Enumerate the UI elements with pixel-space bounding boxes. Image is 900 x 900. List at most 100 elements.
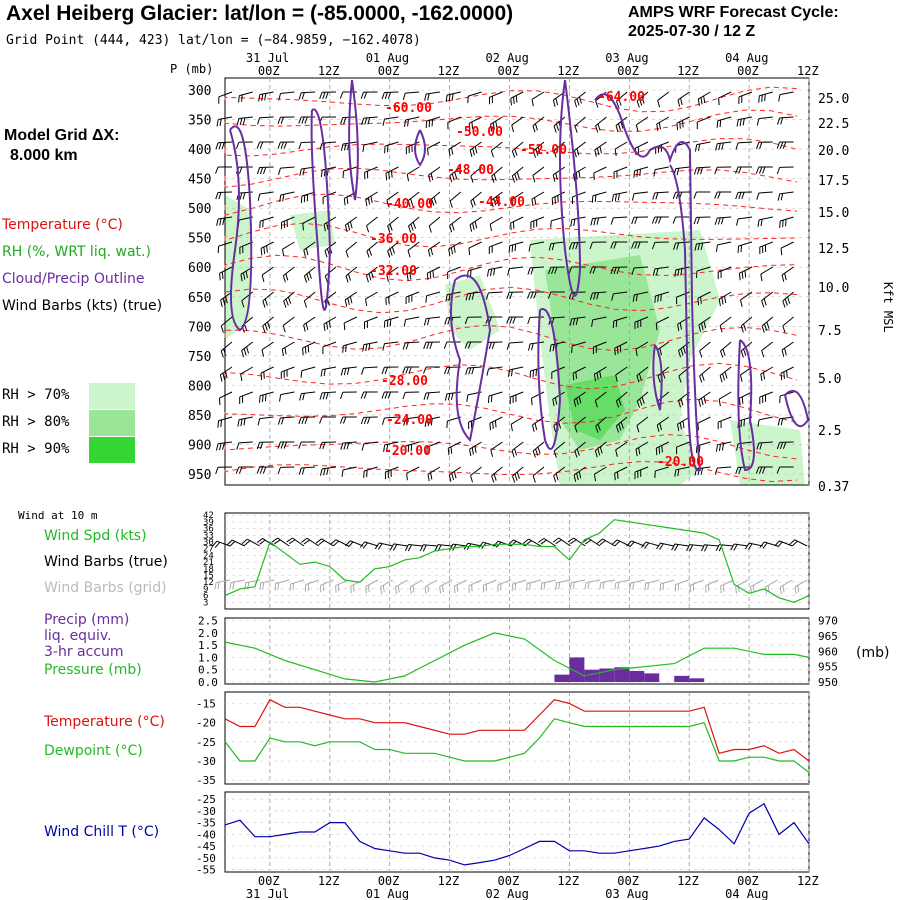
- upper-wind-barb: [571, 316, 586, 320]
- upper-wind-barb: [780, 216, 794, 222]
- upper-wind-barb-feather: [593, 474, 597, 482]
- upper-wind-barb-feather: [243, 418, 246, 426]
- upper-wind-barb-feather: [347, 273, 352, 281]
- pressure-tick: 550: [188, 232, 211, 247]
- upper-wind-barb-feather: [514, 473, 518, 481]
- upper-wind-barb: [342, 441, 357, 444]
- temperature-contour: [224, 398, 798, 424]
- upper-wind-barb: [488, 291, 503, 294]
- kft-tick: 5.0: [818, 372, 841, 387]
- upper-wind-barb-feather: [347, 298, 350, 306]
- upper-wind-barb: [405, 91, 420, 94]
- upper-wind-barb-feather: [786, 370, 788, 378]
- upper-wind-barb-feather: [486, 368, 490, 376]
- wind-barb-true-feather: [611, 539, 618, 545]
- upper-wind-barb-feather: [573, 399, 577, 407]
- upper-wind-barb-feather: [736, 119, 739, 127]
- upper-wind-barb-feather: [718, 98, 720, 106]
- upper-wind-barb-feather: [403, 418, 406, 426]
- wind-barb-true-feather: [345, 540, 351, 547]
- upper-wind-barb: [572, 366, 586, 374]
- upper-wind-barb-feather: [571, 345, 573, 353]
- upper-wind-barb: [363, 441, 378, 445]
- upper-wind-barb: [427, 466, 441, 475]
- upper-wind-barb-feather: [515, 95, 518, 103]
- temperature-contour-label: -50.00: [456, 125, 503, 140]
- upper-wind-barb-feather: [735, 166, 739, 174]
- upper-wind-barb-feather: [468, 248, 471, 256]
- upper-wind-barb-feather: [764, 94, 766, 102]
- date-label: 04 Aug: [725, 51, 768, 65]
- upper-wind-barb: [614, 141, 628, 150]
- upper-wind-barb-feather: [449, 225, 453, 233]
- upper-wind-barb: [531, 391, 545, 399]
- upper-wind-barb: [407, 241, 420, 251]
- upper-wind-barb-feather: [620, 121, 624, 129]
- upper-wind-barb: [761, 316, 774, 327]
- upper-wind-barb-feather: [381, 391, 385, 399]
- wind-barb-grid-feather: [365, 586, 368, 594]
- upper-wind-barb: [427, 266, 441, 274]
- upper-wind-barb-feather: [528, 343, 531, 351]
- wind-barb-grid: [305, 579, 319, 586]
- wind-barb-grid: [571, 579, 586, 584]
- upper-wind-barb: [218, 241, 233, 247]
- upper-wind-barb: [509, 266, 524, 270]
- upper-wind-barb: [615, 441, 628, 451]
- upper-wind-barb-feather: [516, 171, 520, 179]
- upper-wind-barb-feather: [242, 272, 246, 280]
- upper-wind-barb: [280, 166, 295, 169]
- upper-wind-barb: [345, 241, 358, 252]
- upper-wind-barb-feather: [364, 117, 368, 125]
- wind-barb-grid-feather: [380, 586, 383, 594]
- upper-wind-barb-feather: [551, 267, 555, 275]
- upper-wind-barb: [636, 391, 649, 402]
- upper-wind-barb-feather: [679, 121, 681, 129]
- upper-wind-barb: [406, 141, 420, 148]
- wind-barb-true: [689, 544, 704, 547]
- upper-wind-barb-feather: [471, 121, 474, 129]
- upper-wind-barb: [408, 216, 420, 227]
- upper-wind-barb-feather: [740, 350, 744, 358]
- station-title: Axel Heiberg Glacier: lat/lon = (-85.000…: [6, 2, 514, 25]
- upper-wind-barb: [613, 166, 628, 173]
- temperature-contour-label: -28.00: [381, 374, 428, 389]
- hour-label: 00Z: [737, 64, 759, 78]
- upper-wind-barb-feather: [470, 475, 474, 483]
- upper-wind-barb-feather: [782, 300, 786, 308]
- upper-wind-barb: [532, 116, 545, 126]
- upper-wind-barb: [301, 91, 316, 94]
- date-label: 31 Jul: [246, 51, 289, 65]
- upper-wind-barb: [280, 416, 295, 419]
- wind-barb-true: [350, 540, 364, 547]
- wind-barb-grid-feather: [614, 582, 617, 590]
- upper-wind-barb-feather: [637, 241, 641, 249]
- upper-wind-barb-feather: [345, 344, 347, 352]
- hour-label: 00Z: [498, 874, 520, 888]
- upper-wind-barb-feather: [361, 443, 365, 451]
- upper-wind-barb-feather: [777, 418, 781, 426]
- pressure-line: [224, 632, 810, 683]
- upper-wind-barb-feather: [433, 196, 437, 204]
- upper-wind-barb-feather: [298, 467, 302, 475]
- wind-barb-true-feather: [584, 539, 592, 545]
- upper-wind-barb-feather: [693, 191, 697, 199]
- upper-wind-barb-feather: [677, 469, 680, 477]
- upper-wind-barb-feather: [215, 142, 219, 150]
- upper-wind-barb-feather: [682, 420, 685, 428]
- upper-wind-barb: [553, 441, 566, 452]
- upper-wind-barb-feather: [283, 300, 287, 308]
- upper-wind-barb-feather: [323, 368, 326, 377]
- upper-wind-barb-feather: [326, 322, 329, 330]
- upper-wind-barb-feather: [636, 400, 641, 408]
- wind-barb-true: [247, 538, 260, 547]
- upper-wind-barb-feather: [451, 173, 455, 181]
- upper-wind-barb: [218, 441, 233, 445]
- upper-wind-barb: [738, 91, 753, 98]
- upper-wind-barb-feather: [614, 193, 617, 202]
- upper-wind-barb: [489, 416, 503, 424]
- wind-tick: 39: [203, 518, 214, 528]
- upper-wind-barb-feather: [491, 342, 496, 349]
- upper-wind-barb-feather: [703, 95, 706, 103]
- upper-wind-barb: [595, 391, 607, 401]
